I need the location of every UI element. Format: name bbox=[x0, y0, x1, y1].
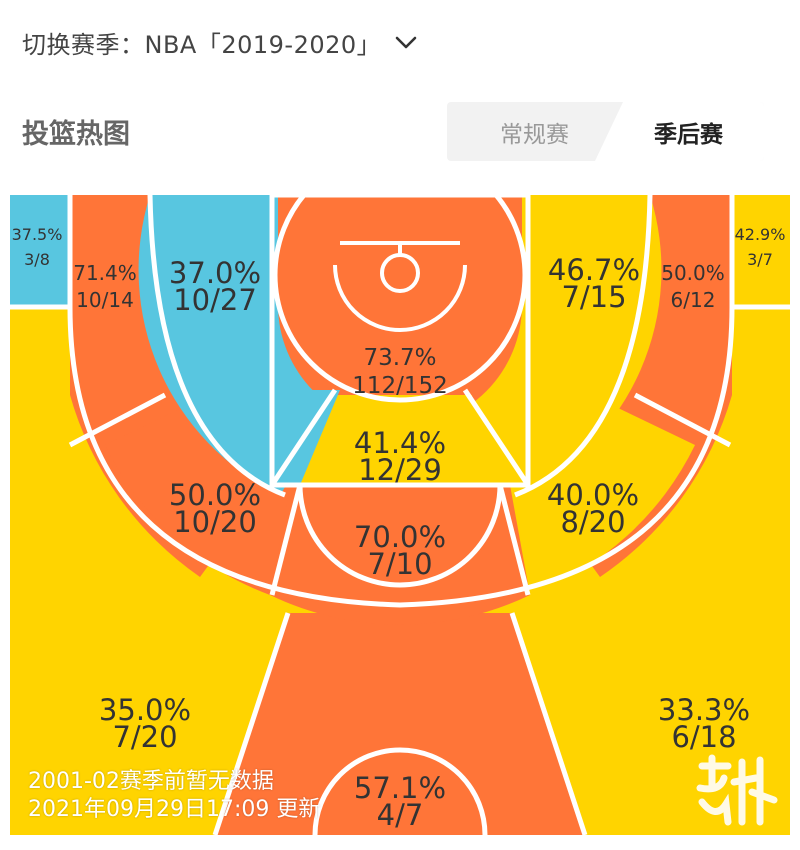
zone-label-pct: 41.4% bbox=[354, 426, 446, 460]
zone-label-pct: 35.0% bbox=[99, 693, 191, 727]
zone-label-made: 4/7 bbox=[377, 798, 424, 832]
zone-label-pct: 46.7% bbox=[548, 253, 640, 287]
zone-label-pct: 33.3% bbox=[658, 693, 750, 727]
data-note-line1: 2001-02赛季前暂无数据 bbox=[28, 769, 274, 794]
section-title: 投篮热图 bbox=[22, 119, 130, 150]
zone-label-made: 6/12 bbox=[671, 288, 716, 312]
zone-label-made: 3/8 bbox=[24, 250, 50, 269]
zone-label-pct: 71.4% bbox=[73, 261, 137, 285]
zone-label-made: 10/14 bbox=[76, 288, 134, 312]
zone-top-key-midrange bbox=[270, 485, 530, 625]
zone-label-pct: 57.1% bbox=[354, 771, 446, 805]
zone-label-made: 8/20 bbox=[560, 505, 625, 539]
zone-label-made: 112/152 bbox=[352, 373, 448, 399]
hupu-logo bbox=[696, 754, 778, 826]
zone-right-corner-three bbox=[732, 195, 790, 307]
zone-labels: 37.5% 3/8 71.4% 10/14 37.0% 10/27 73.7% … bbox=[12, 225, 786, 832]
zone-label-made: 7/10 bbox=[367, 547, 432, 581]
zone-label-pct: 70.0% bbox=[354, 520, 446, 554]
zone-label-made: 7/15 bbox=[561, 280, 626, 314]
season-label: 切换赛季：NBA「2019-2020」 bbox=[22, 30, 382, 59]
data-note: 2001-02赛季前暂无数据 2021年09月29日17:09 更新 bbox=[28, 768, 320, 824]
season-switcher[interactable]: 切换赛季：NBA「2019-2020」 bbox=[22, 22, 419, 62]
zone-label-made: 10/20 bbox=[173, 505, 257, 539]
zone-label-pct: 37.0% bbox=[169, 256, 261, 290]
zone-top-three bbox=[215, 613, 585, 835]
tab-regular-season[interactable]: 常规赛 bbox=[500, 121, 569, 148]
zone-label-made: 3/7 bbox=[747, 250, 773, 269]
tab-playoffs[interactable]: 季后赛 bbox=[595, 102, 764, 161]
zone-label-pct: 42.9% bbox=[735, 225, 786, 244]
zone-label-made: 10/27 bbox=[173, 283, 257, 317]
chevron-down-icon bbox=[395, 36, 417, 49]
zone-left-corner-three bbox=[10, 195, 70, 307]
zone-label-pct: 73.7% bbox=[363, 345, 436, 371]
zone-label-pct: 37.5% bbox=[12, 225, 63, 244]
zone-label-pct: 40.0% bbox=[547, 478, 639, 512]
data-note-line2: 2021年09月29日17:09 更新 bbox=[28, 797, 321, 822]
zone-label-made: 6/18 bbox=[671, 720, 736, 754]
season-type-toggle: 常规赛 季后赛 bbox=[447, 102, 764, 161]
zone-label-made: 7/20 bbox=[112, 720, 177, 754]
zone-label-pct: 50.0% bbox=[661, 261, 725, 285]
shot-chart: 37.5% 3/8 71.4% 10/14 37.0% 10/27 73.7% … bbox=[10, 147, 790, 836]
zone-label-pct: 50.0% bbox=[169, 478, 261, 512]
zone-label-made: 12/29 bbox=[358, 453, 442, 487]
